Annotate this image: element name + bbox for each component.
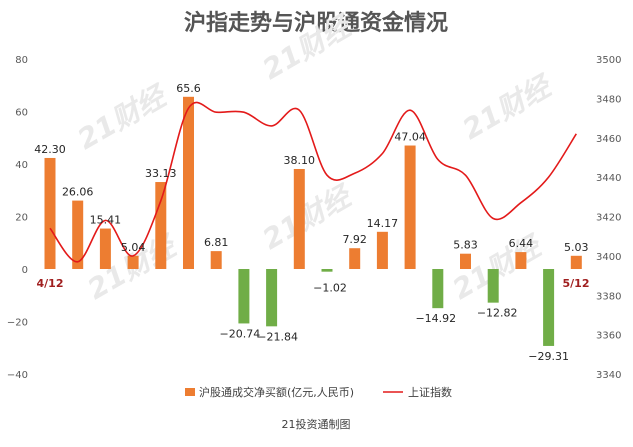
y-left-tick-4: 40 — [15, 160, 28, 171]
chart-title: 沪指走势与沪股通资金情况 — [184, 10, 448, 36]
data-label-0: 42.30 — [34, 143, 66, 156]
data-label-12: 14.17 — [367, 217, 399, 230]
y-left-tick-1: −20 — [7, 318, 28, 329]
bar-16 — [487, 269, 499, 303]
data-label-9: 38.10 — [284, 154, 316, 167]
bar-9 — [293, 168, 305, 269]
bar-3 — [127, 255, 139, 269]
y-left-tick-3: 20 — [15, 213, 28, 224]
bar-14 — [432, 269, 444, 309]
data-label-16: −12.82 — [477, 307, 518, 320]
watermark-text-0: 21财经 — [72, 78, 174, 156]
y-right-tick-4: 3420 — [596, 213, 621, 224]
data-label-5: 65.6 — [176, 82, 201, 95]
source-note: 21投资通制图 — [282, 417, 351, 431]
bar-10 — [321, 269, 333, 272]
bar-11 — [349, 248, 361, 269]
y-right-tick-7: 3480 — [596, 94, 621, 105]
data-label-1: 26.06 — [62, 186, 94, 199]
data-label-6: 6.81 — [204, 236, 229, 249]
watermark-layer: 21财经21财经21财经21财经21财经21财经 — [72, 8, 559, 306]
bar-13 — [404, 145, 416, 269]
bar-19 — [570, 255, 582, 269]
watermark-text-2: 21财经 — [457, 68, 559, 146]
bar-17 — [515, 252, 527, 269]
y-right-tick-0: 3340 — [596, 370, 621, 381]
data-label-17: 6.44 — [509, 237, 534, 250]
y-axis-right: 3340 3360 3380 3400 3420 3440 3460 3480 3500 — [596, 55, 621, 381]
data-label-2: 15.41 — [90, 214, 122, 227]
data-label-3: 5.04 — [121, 241, 146, 254]
data-labels: 42.3026.0615.415.0433.1365.66.81−20.74−2… — [34, 82, 588, 363]
index-line — [49, 101, 577, 263]
y-right-tick-1: 3360 — [596, 331, 621, 342]
bar-8 — [266, 269, 278, 327]
legend-bar-label: 沪股通成交净买额(亿元,人民币) — [199, 385, 354, 399]
data-label-7: −20.74 — [220, 327, 261, 340]
data-label-10: −1.02 — [313, 282, 347, 295]
data-label-13: 47.04 — [394, 131, 426, 144]
data-label-4: 33.13 — [145, 167, 177, 180]
y-right-tick-5: 3440 — [596, 173, 621, 184]
date-start-label: 4/12 — [37, 277, 64, 290]
bar-2 — [99, 228, 111, 269]
data-label-18: −29.31 — [528, 350, 569, 363]
y-left-tick-6: 80 — [15, 55, 28, 66]
bar-18 — [543, 269, 555, 346]
data-label-8: −21.84 — [257, 330, 298, 343]
legend: 沪股通成交净买额(亿元,人民币) 上证指数 — [185, 385, 452, 399]
bar-7 — [238, 269, 250, 324]
data-label-11: 7.92 — [342, 233, 367, 246]
data-label-14: −14.92 — [415, 312, 456, 325]
bar-15 — [460, 253, 471, 269]
data-label-19: 5.03 — [564, 241, 589, 254]
y-left-tick-2: 0 — [22, 265, 28, 276]
data-label-15: 5.83 — [453, 239, 478, 252]
date-end-label: 5/12 — [563, 277, 590, 290]
y-right-tick-6: 3460 — [596, 134, 621, 145]
bar-6 — [210, 251, 222, 269]
y-right-tick-2: 3380 — [596, 291, 621, 302]
y-axis-left: −40 −20 0 20 40 60 80 — [7, 55, 28, 381]
legend-bar-swatch — [185, 388, 195, 396]
bar-4 — [155, 182, 167, 269]
bar-series — [44, 96, 582, 346]
y-right-tick-3: 3400 — [596, 252, 621, 263]
bar-1 — [72, 200, 84, 269]
y-left-tick-0: −40 — [7, 370, 28, 381]
bar-12 — [376, 231, 388, 269]
legend-line-label: 上证指数 — [408, 385, 452, 399]
y-left-tick-5: 60 — [15, 108, 28, 119]
bar-0 — [44, 157, 56, 269]
bar-5 — [183, 96, 194, 269]
y-right-tick-8: 3500 — [596, 55, 621, 66]
